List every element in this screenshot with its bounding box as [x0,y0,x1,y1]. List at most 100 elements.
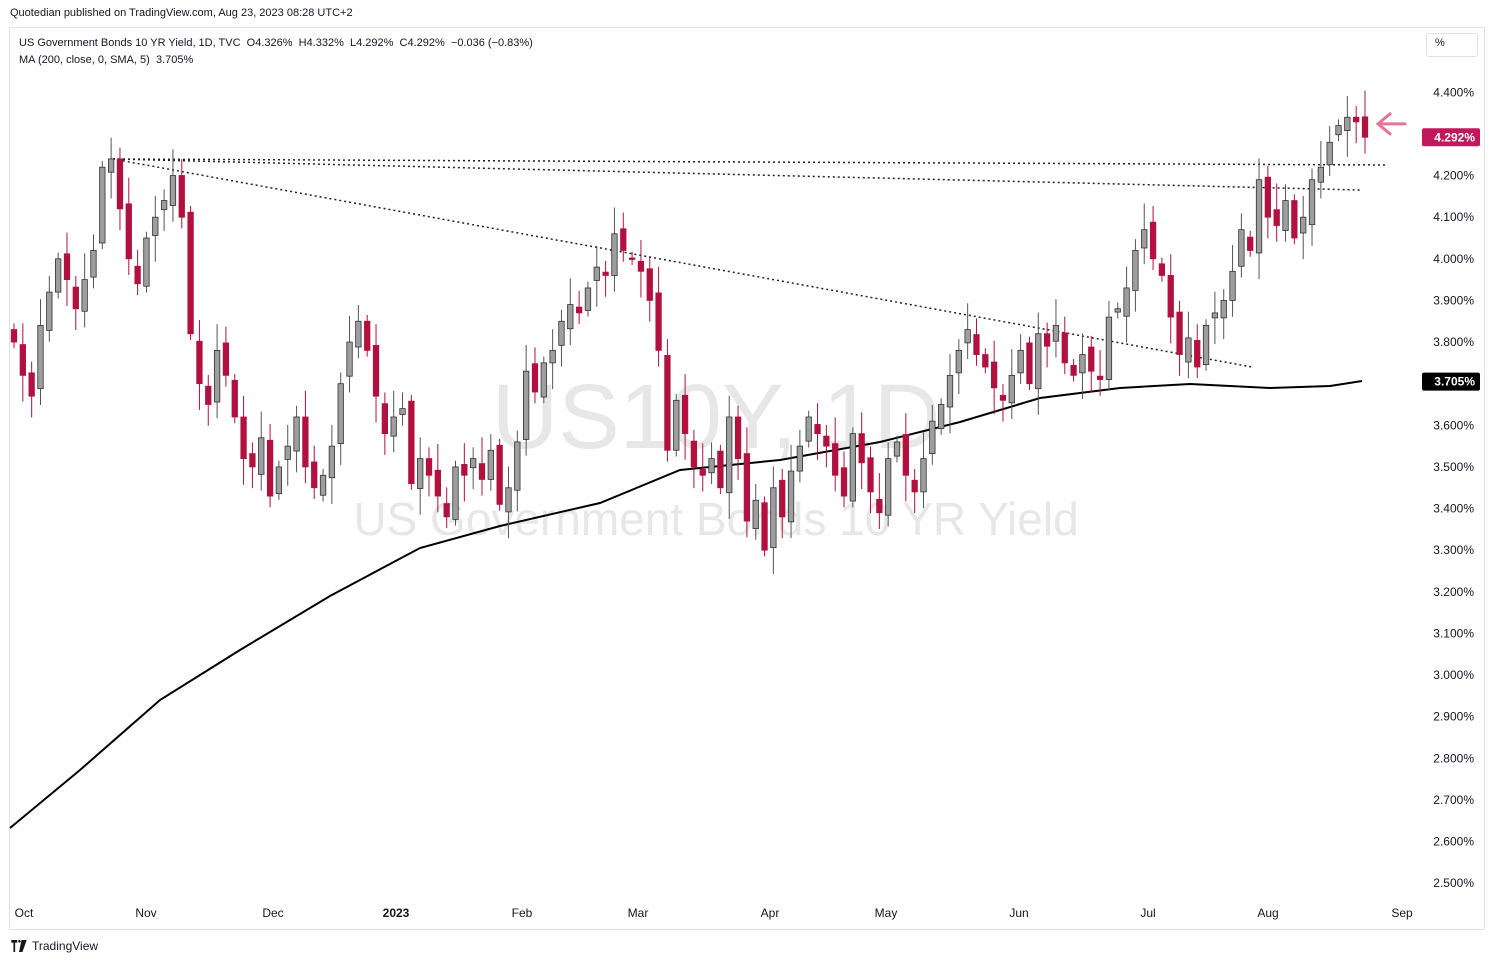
candle [1229,245,1236,317]
candle [637,240,645,298]
candle-body [982,354,989,368]
candle [1308,168,1316,246]
x-tick-label: Apr [761,906,780,920]
candle-body [902,434,909,476]
y-tick-label: 2.800% [1433,751,1474,765]
x-tick-label: Jun [1009,906,1028,920]
candle [531,347,539,404]
candle-body [461,464,468,476]
candle [1088,335,1095,393]
candle-body [911,479,918,493]
candle [311,445,318,499]
pointer-arrow-icon [1375,112,1407,136]
candles [10,90,1369,574]
candle [823,424,830,468]
candle-body [116,158,124,210]
time-axis[interactable]: Oct Nov Dec 2023 Feb Mar Apr May Jun Jul Aug Sep [15,906,1413,920]
candle [1132,239,1139,312]
candle [37,299,44,405]
price-axis[interactable]: 4.400%4.300%4.200%4.100%4.000%3.900%3.80… [1433,85,1474,890]
candle-body [1255,179,1263,254]
candle-body [1141,229,1148,249]
candle [805,410,812,448]
candle-body [169,175,177,206]
candle-body [381,403,389,435]
candle [372,324,380,423]
candle [337,372,344,465]
candle-body [1096,375,1104,380]
candle-body [505,487,512,513]
candle-body [938,404,945,430]
candle [893,435,901,463]
footer-brand: TradingView [10,939,98,953]
candle-body [726,416,733,494]
candle-body [443,503,450,518]
candle [240,395,247,485]
candle [787,444,795,539]
candle [1335,119,1342,142]
candle-body [523,370,530,440]
candle [646,257,653,322]
candle-body [134,265,141,285]
candle [434,444,441,513]
candle-body [929,420,936,455]
candle [249,442,256,489]
candle [1282,184,1289,242]
candle [673,394,680,457]
candle-body [1052,325,1060,342]
candle-body [63,253,71,281]
candle [81,253,88,328]
candle [116,147,124,231]
candle [734,405,742,480]
candle-body [152,216,159,236]
candle-body [611,233,618,276]
candle-body [213,349,221,403]
candle [1264,165,1272,239]
candle-body [823,435,830,447]
candle [717,444,724,494]
candle-body [805,416,812,442]
candle [1211,291,1219,345]
candle-body [1335,125,1342,136]
candle-body [1158,263,1166,276]
candle-body [752,499,759,529]
candle-body [99,166,106,244]
y-tick-label: 3.300% [1433,543,1474,557]
candle [178,159,185,229]
candle [1043,322,1051,368]
candle-body [628,257,636,260]
candle-body [1176,311,1183,355]
candle [514,430,521,512]
candle [1185,311,1192,379]
candle [752,483,759,540]
candle-body [1229,270,1236,301]
candle [743,427,751,538]
y-tick-label: 4.400% [1433,85,1474,99]
candle-body [990,361,998,389]
tradingview-logo-icon [11,940,27,952]
candle [990,340,998,415]
candle [1017,334,1024,385]
percent-scale-button[interactable]: % [1426,33,1478,57]
candle [55,252,62,299]
candle-body [876,498,883,514]
candle [549,329,556,390]
candle [584,281,592,317]
x-tick-label: Sep [1391,906,1413,920]
candle-body [1026,342,1033,385]
candle [1070,359,1077,382]
candle [1105,300,1113,391]
candle-body [107,158,115,173]
candle-body [1123,287,1130,317]
x-tick-label: Oct [15,906,34,920]
candle [620,212,627,262]
candle [452,460,459,526]
candle [575,290,583,325]
candle [1114,302,1121,319]
candle [876,473,883,529]
candle [726,395,733,519]
candle [664,339,671,462]
candle [832,417,839,492]
candle-body [417,458,424,489]
